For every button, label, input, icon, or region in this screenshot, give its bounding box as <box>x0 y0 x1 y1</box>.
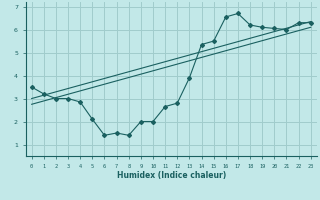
X-axis label: Humidex (Indice chaleur): Humidex (Indice chaleur) <box>116 171 226 180</box>
